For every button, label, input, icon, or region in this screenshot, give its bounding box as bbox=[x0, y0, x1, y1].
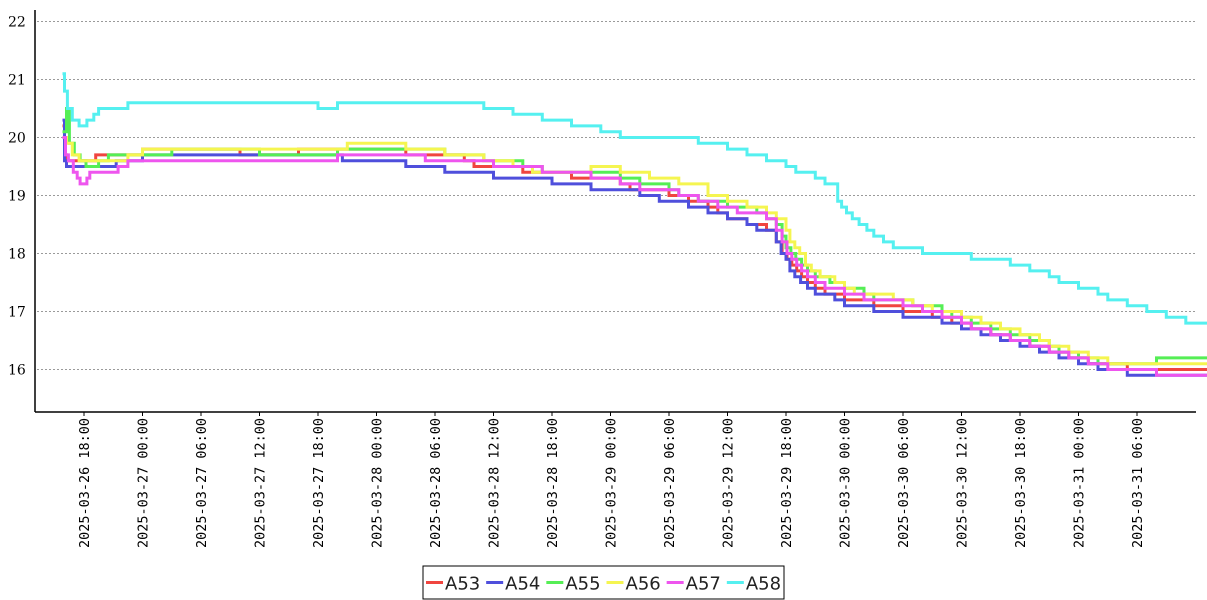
series-lines bbox=[62, 72, 1207, 377]
x-axis: 2025-03-26 18:00 2025-03-27 00:00 2025-03-… bbox=[35, 411, 1196, 548]
y-tick-label: 16 bbox=[8, 363, 26, 379]
series-line-a56 bbox=[62, 136, 1207, 366]
x-tick-label: 2025-03-27 06:00 bbox=[194, 418, 210, 548]
y-tick-label: 18 bbox=[8, 247, 26, 263]
x-tick-label: 2025-03-28 06:00 bbox=[428, 418, 444, 548]
grid-lines bbox=[37, 21, 1196, 370]
y-tick-label: 22 bbox=[8, 15, 26, 31]
y-tick-label: 21 bbox=[8, 73, 26, 89]
x-tick-label: 2025-03-26 18:00 bbox=[77, 418, 93, 548]
legend-label-a54: A54 bbox=[505, 574, 540, 595]
series-line-a54 bbox=[62, 118, 1207, 377]
x-tick-label: 2025-03-31 00:00 bbox=[1072, 418, 1088, 548]
y-tick-label: 17 bbox=[8, 305, 26, 321]
y-tick-label: 20 bbox=[8, 131, 26, 147]
series-line-a58 bbox=[62, 72, 1207, 325]
x-tick-label: 2025-03-29 12:00 bbox=[721, 418, 737, 548]
x-tick-label: 2025-03-29 00:00 bbox=[604, 418, 620, 548]
series-line-a57 bbox=[62, 136, 1207, 377]
legend-label-a58: A58 bbox=[746, 574, 781, 595]
x-tick-label: 2025-03-29 18:00 bbox=[779, 418, 795, 548]
x-tick-label: 2025-03-27 00:00 bbox=[136, 418, 152, 548]
legend-label-a57: A57 bbox=[686, 574, 721, 595]
x-tick-label: 2025-03-28 18:00 bbox=[545, 418, 561, 548]
legend-label-a53: A53 bbox=[445, 574, 480, 595]
x-tick-label: 2025-03-29 06:00 bbox=[662, 418, 678, 548]
legend-label-a55: A55 bbox=[565, 574, 600, 595]
y-axis: 16 17 18 19 20 21 22 bbox=[8, 10, 36, 412]
x-tick-label: 2025-03-30 18:00 bbox=[1013, 418, 1029, 548]
legend-box bbox=[422, 565, 785, 600]
legend: A53 A54 A55 A56 A57 A58 bbox=[422, 565, 785, 600]
x-tick-label: 2025-03-27 18:00 bbox=[311, 418, 327, 548]
x-tick-label: 2025-03-30 12:00 bbox=[955, 418, 971, 548]
x-tick-label: 2025-03-30 06:00 bbox=[896, 418, 912, 548]
x-tick-label: 2025-03-27 12:00 bbox=[253, 418, 269, 548]
x-tick-label: 2025-03-30 00:00 bbox=[838, 418, 854, 548]
x-tick-label: 2025-03-28 00:00 bbox=[370, 418, 386, 548]
x-tick-label: 2025-03-31 06:00 bbox=[1130, 418, 1146, 548]
x-tick-label: 2025-03-28 12:00 bbox=[487, 418, 503, 548]
y-tick-label: 19 bbox=[8, 189, 26, 205]
legend-label-a56: A56 bbox=[626, 574, 661, 595]
